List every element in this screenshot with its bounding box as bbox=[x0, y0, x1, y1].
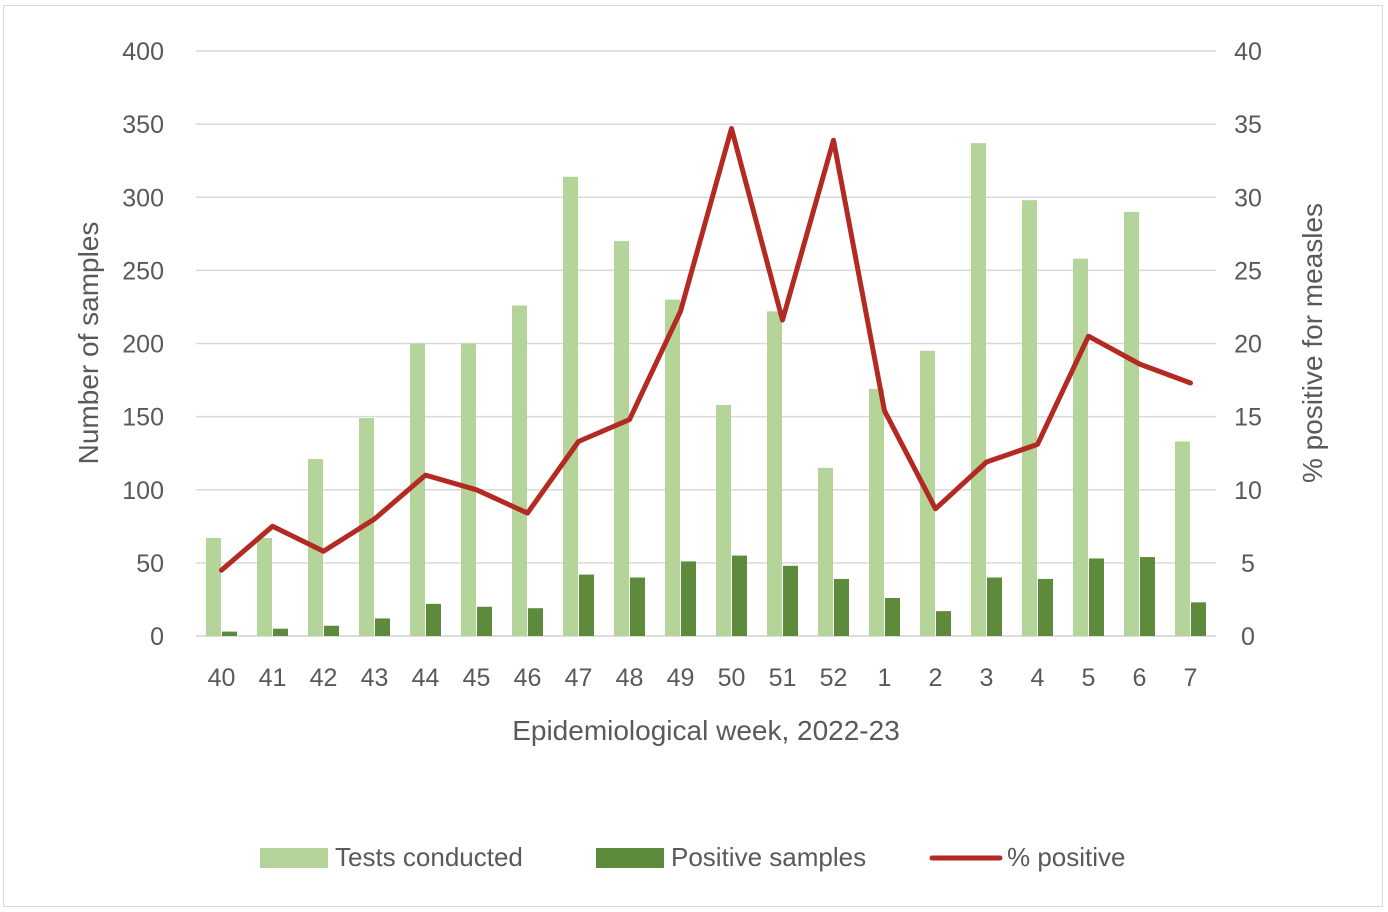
bar-positive-samples bbox=[222, 631, 237, 636]
y-tick-label: 300 bbox=[122, 184, 164, 212]
bar-positive-samples bbox=[630, 577, 645, 636]
x-tick-label: 5 bbox=[1082, 664, 1096, 692]
y-tick-label: 100 bbox=[122, 477, 164, 505]
y-tick-label: 350 bbox=[122, 111, 164, 139]
bar-tests-conducted bbox=[1022, 200, 1037, 637]
y2-axis-title: % positive for measles bbox=[1297, 203, 1328, 483]
bar-positive-samples bbox=[987, 577, 1002, 636]
x-tick-label: 43 bbox=[361, 664, 389, 692]
percent-line bbox=[219, 126, 1193, 573]
x-tick-label: 4 bbox=[1031, 664, 1045, 692]
x-tick-label: 49 bbox=[667, 664, 695, 692]
y2-tick-label: 5 bbox=[1241, 550, 1255, 578]
bar-positive-samples bbox=[375, 618, 390, 636]
bar-positive-samples bbox=[936, 611, 951, 636]
y2-tick-label: 35 bbox=[1234, 111, 1262, 139]
bar-tests-conducted bbox=[767, 311, 782, 636]
y-tick-label: 250 bbox=[122, 257, 164, 285]
y2-tick-label: 20 bbox=[1234, 331, 1262, 359]
bar-positive-samples bbox=[1140, 557, 1155, 636]
bar-tests-conducted bbox=[1124, 211, 1139, 636]
legend: Tests conducted Positive samples % posit… bbox=[260, 842, 1126, 872]
bars bbox=[206, 143, 1206, 637]
y-tick-label: 50 bbox=[136, 550, 164, 578]
bar-positive-samples bbox=[426, 603, 441, 636]
bar-positive-samples bbox=[885, 597, 900, 636]
bar-positive-samples bbox=[783, 565, 798, 636]
x-tick-label: 42 bbox=[310, 664, 338, 692]
bar-positive-samples bbox=[579, 574, 594, 636]
bar-tests-conducted bbox=[665, 299, 680, 636]
bar-tests-conducted bbox=[869, 388, 884, 636]
x-tick-label: 44 bbox=[412, 664, 440, 692]
chart-frame bbox=[3, 5, 1383, 907]
x-tick-label: 50 bbox=[718, 664, 746, 692]
x-tick-label: 41 bbox=[259, 664, 287, 692]
bar-positive-samples bbox=[477, 606, 492, 636]
bar-positive-samples bbox=[681, 561, 696, 636]
y2-tick-label: 25 bbox=[1234, 257, 1262, 285]
bar-tests-conducted bbox=[206, 538, 221, 636]
x-axis-ticks: 40 41 42 43 44 45 46 47 48 49 50 51 52 1 2 3 4 5 6 7 bbox=[208, 664, 1198, 692]
x-tick-label: 1 bbox=[878, 664, 892, 692]
bar-positive-samples bbox=[1191, 602, 1206, 636]
bar-positive-samples bbox=[1038, 578, 1053, 636]
legend-label-percent: % positive bbox=[1007, 842, 1126, 872]
y2-axis-ticks: 0 5 10 15 20 25 30 35 40 bbox=[1234, 38, 1262, 651]
bar-tests-conducted bbox=[257, 538, 272, 636]
bar-tests-conducted bbox=[359, 418, 374, 636]
x-tick-label: 45 bbox=[463, 664, 491, 692]
gridlines bbox=[196, 50, 1216, 637]
bar-tests-conducted bbox=[563, 176, 578, 636]
bar-tests-conducted bbox=[410, 343, 425, 636]
bar-positive-samples bbox=[732, 555, 747, 636]
x-tick-label: 6 bbox=[1133, 664, 1147, 692]
x-tick-label: 40 bbox=[208, 664, 236, 692]
x-tick-label: 7 bbox=[1184, 664, 1198, 692]
legend-swatch-positive bbox=[596, 848, 664, 868]
y2-tick-label: 10 bbox=[1234, 477, 1262, 505]
bar-positive-samples bbox=[273, 628, 288, 636]
y-tick-label: 200 bbox=[122, 331, 164, 359]
bar-positive-samples bbox=[834, 578, 849, 636]
y-tick-label: 0 bbox=[150, 623, 164, 651]
y2-tick-label: 15 bbox=[1234, 404, 1262, 432]
x-axis-title: Epidemiological week, 2022-23 bbox=[512, 715, 900, 746]
x-tick-label: 51 bbox=[769, 664, 797, 692]
x-tick-label: 48 bbox=[616, 664, 644, 692]
y-axis-ticks: 0 50 100 150 200 250 300 350 400 bbox=[122, 38, 164, 651]
y-tick-label: 150 bbox=[122, 404, 164, 432]
y2-tick-label: 0 bbox=[1241, 623, 1255, 651]
bar-tests-conducted bbox=[614, 241, 629, 636]
bar-tests-conducted bbox=[971, 143, 986, 636]
bar-tests-conducted bbox=[512, 305, 527, 636]
bar-tests-conducted bbox=[716, 404, 731, 636]
x-tick-label: 2 bbox=[929, 664, 943, 692]
legend-label-tests: Tests conducted bbox=[335, 842, 523, 872]
bar-positive-samples bbox=[324, 625, 339, 636]
y-tick-label: 400 bbox=[122, 38, 164, 66]
bar-positive-samples bbox=[1089, 558, 1104, 636]
y2-tick-label: 30 bbox=[1234, 184, 1262, 212]
x-tick-label: 46 bbox=[514, 664, 542, 692]
y2-tick-label: 40 bbox=[1234, 38, 1262, 66]
x-tick-label: 3 bbox=[980, 664, 994, 692]
bar-tests-conducted bbox=[1175, 441, 1190, 636]
bar-tests-conducted bbox=[1073, 258, 1088, 636]
x-tick-label: 52 bbox=[820, 664, 848, 692]
legend-label-positive: Positive samples bbox=[671, 842, 866, 872]
legend-swatch-tests bbox=[260, 848, 328, 868]
bar-tests-conducted bbox=[818, 467, 833, 636]
y-axis-title: Number of samples bbox=[73, 222, 104, 465]
line-percent-positive bbox=[219, 126, 1193, 573]
x-tick-label: 47 bbox=[565, 664, 593, 692]
bar-positive-samples bbox=[528, 608, 543, 636]
